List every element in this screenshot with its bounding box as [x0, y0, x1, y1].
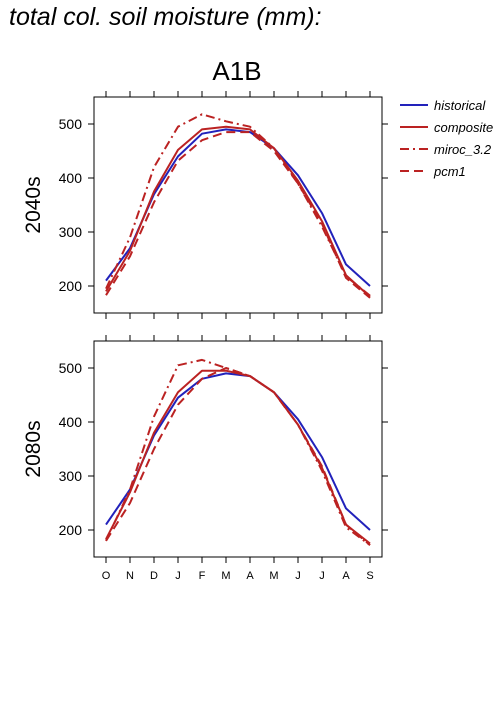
panel-2080s: 200 300 400 500 2080s	[22, 335, 388, 563]
y-tick-label: 200	[59, 278, 83, 294]
y-tick-label: 400	[59, 414, 83, 430]
month-label: M	[269, 570, 278, 582]
month-label: N	[126, 570, 134, 582]
y-tick-label: 300	[59, 224, 83, 240]
month-label: J	[295, 570, 301, 582]
panel-label: 2080s	[22, 420, 45, 477]
panel-label: 2040s	[22, 176, 45, 233]
series-line-miroc_3.2	[105, 113, 371, 297]
chart-title: A1B	[212, 56, 261, 86]
month-label: A	[342, 570, 350, 582]
month-label: J	[319, 570, 325, 582]
month-label: S	[366, 570, 373, 582]
y-tick-label: 200	[59, 522, 83, 538]
month-label: J	[175, 570, 181, 582]
panel-2040s: 200 300 400 500 2040s	[22, 91, 388, 319]
month-label: D	[150, 570, 158, 582]
legend-label-miroc_3.2: miroc_3.2	[434, 142, 492, 157]
series-line-composite	[105, 125, 371, 298]
legend: historical composite miroc_3.2 pcm1	[400, 98, 493, 179]
legend-label-historical: historical	[434, 98, 486, 113]
month-label: M	[221, 570, 230, 582]
month-label: A	[246, 570, 254, 582]
panel-frame	[93, 340, 383, 558]
legend-label-composite: composite	[434, 120, 493, 135]
series-line-historical	[105, 128, 371, 287]
y-tick-label: 300	[59, 468, 83, 484]
month-label: O	[102, 570, 111, 582]
series-line-pcm1	[105, 367, 371, 546]
page-title: total col. soil moisture (mm):	[9, 3, 322, 31]
panels: 200 300 400 500 2040s 200 300 400 500 2080s	[22, 91, 388, 563]
y-tick-label: 500	[59, 116, 83, 132]
series-line-composite	[105, 369, 371, 545]
y-tick-label: 500	[59, 360, 83, 376]
month-label: F	[199, 570, 206, 582]
y-tick-label: 400	[59, 170, 83, 186]
legend-label-pcm1: pcm1	[433, 164, 466, 179]
panel-frame	[93, 96, 383, 314]
